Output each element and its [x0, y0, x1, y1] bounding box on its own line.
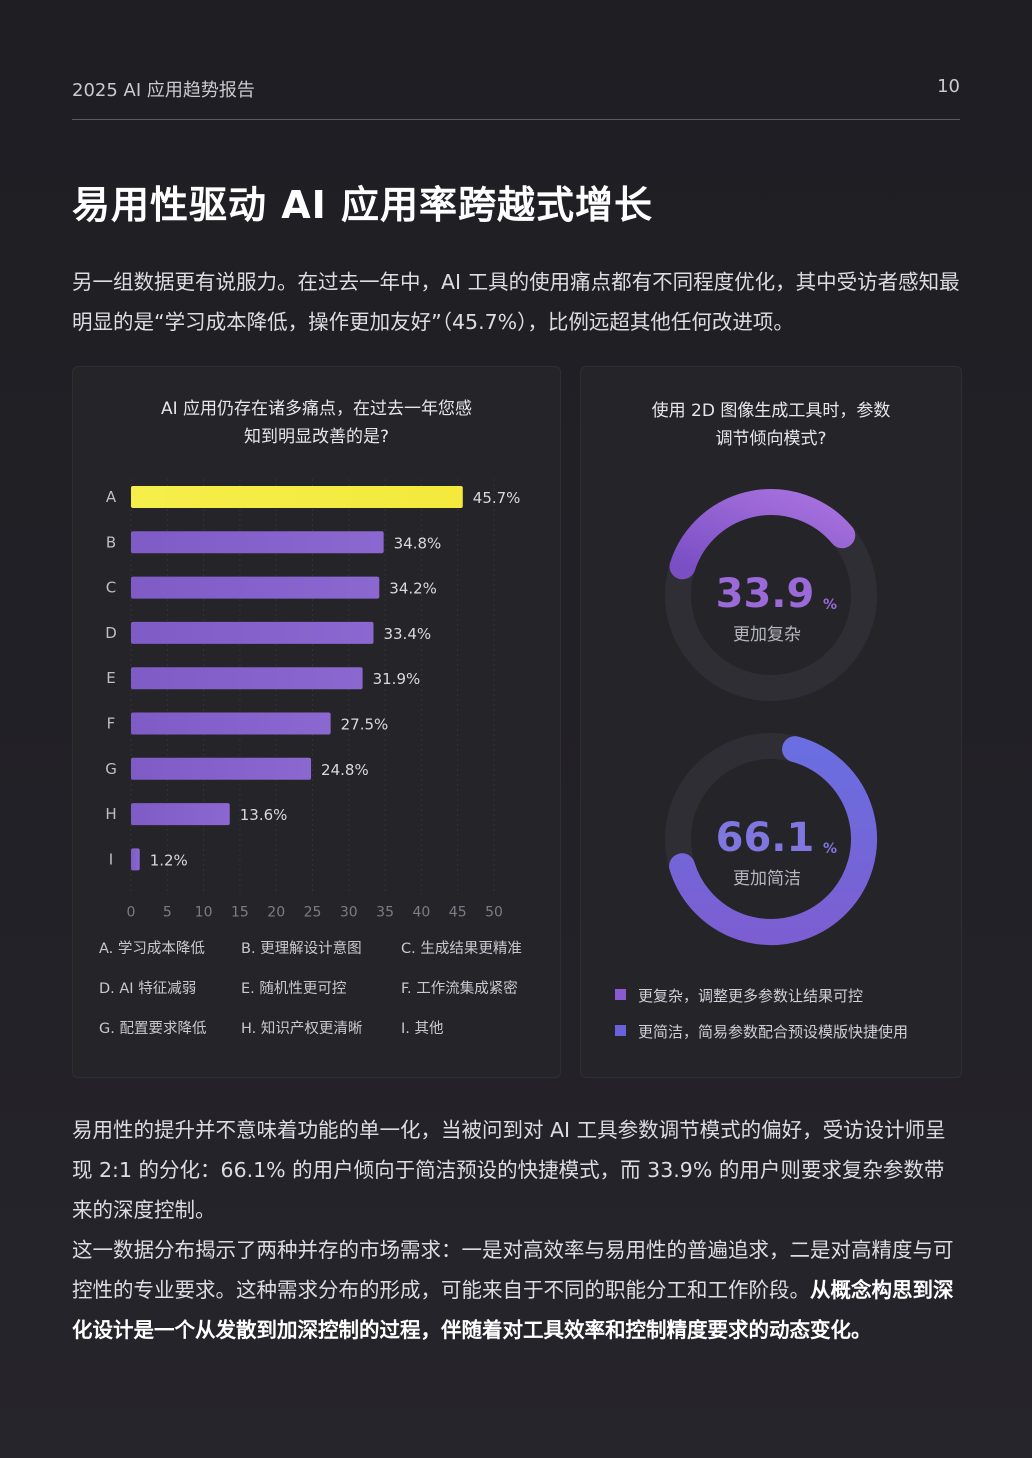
- donut-unit: %: [823, 597, 837, 613]
- legend-label-complex: 更复杂，调整更多参数让结果可控: [638, 987, 864, 1005]
- bar: [131, 848, 140, 871]
- body-paragraph-2-text: 这一数据分布揭示了两种并存的市场需求：一是对高效率与易用性的普遍追求，二是对高精…: [72, 1238, 954, 1302]
- y-category-label: F: [107, 715, 116, 733]
- donut-chart-title-line1: 使用 2D 图像生成工具时，参数: [651, 401, 891, 421]
- bar-value-label: 45.7%: [473, 489, 521, 507]
- bar-legend-item: I. 其他: [401, 1021, 444, 1037]
- bar-value-label: 27.5%: [341, 716, 389, 734]
- donut-label: 更加简洁: [733, 869, 801, 889]
- bar-legend-item: F. 工作流集成紧密: [401, 981, 518, 997]
- donut-value: 33.9: [716, 571, 815, 617]
- y-category-label: I: [109, 850, 113, 868]
- bar-chart: 0 5 10 15 20 25 30 35 40 45 50 A 45.7% B 34.8% C 34.2% D 3…: [105, 479, 521, 921]
- y-category-label: B: [106, 533, 116, 551]
- bar-value-label: 31.9%: [373, 670, 421, 688]
- y-category-label: G: [105, 760, 117, 778]
- donut-label: 更加复杂: [733, 625, 801, 645]
- bar: [131, 712, 331, 735]
- donut-value: 66.1: [716, 815, 815, 861]
- x-tick-label: 30: [340, 905, 358, 921]
- legend-label-simple: 更简洁，简易参数配合预设模版快捷使用: [638, 1023, 909, 1041]
- x-tick-label: 40: [412, 905, 430, 921]
- bar-legend-item: G. 配置要求降低: [99, 1021, 207, 1037]
- bar-legend-item: B. 更理解设计意图: [241, 941, 362, 957]
- bar-value-label: 13.6%: [240, 806, 288, 824]
- bar: [131, 667, 363, 690]
- donut-arc: [669, 489, 856, 580]
- bar-chart-title-line1: AI 应用仍存在诸多痛点，在过去一年您感: [160, 399, 473, 419]
- page-number: 10: [937, 76, 960, 97]
- x-tick-label: 5: [163, 905, 172, 921]
- x-tick-label: 35: [376, 905, 394, 921]
- bar: [131, 486, 463, 508]
- donut-legend-simple: 更简洁，简易参数配合预设模版快捷使用: [615, 1021, 908, 1042]
- body-text: 易用性的提升并不意味着功能的单一化，当被问到对 AI 工具参数调节模式的偏好，受…: [72, 1110, 962, 1350]
- page-header: 2025 AI 应用趋势报告 10: [72, 76, 960, 101]
- x-tick-label: 45: [449, 905, 467, 921]
- body-paragraph-2-emphasis: 从概念构思到深化设计是一个从发散到加深控制的过程，伴随着对工具效率和控制精度要求…: [72, 1278, 954, 1342]
- intro-paragraph: 另一组数据更有说服力。在过去一年中，AI 工具的使用痛点都有不同程度优化，其中受…: [72, 270, 960, 334]
- x-tick-label: 25: [304, 905, 322, 921]
- x-tick-label: 15: [231, 905, 249, 921]
- donut-chart-title: 使用 2D 图像生成工具时，参数 调节倾向模式?: [581, 397, 961, 453]
- bar-chart-title: AI 应用仍存在诸多痛点，在过去一年您感 知到明显改善的是?: [73, 395, 560, 451]
- bar-value-label: 34.8%: [394, 534, 442, 552]
- bar-chart-card: AI 应用仍存在诸多痛点，在过去一年您感 知到明显改善的是? 0 5 10 15 20 2…: [72, 366, 561, 1078]
- donut-chart-card: 使用 2D 图像生成工具时，参数 调节倾向模式? 33.9% 更加复杂 66.1% 更…: [580, 366, 962, 1078]
- document-title: 2025 AI 应用趋势报告: [72, 80, 255, 101]
- bar: [131, 621, 374, 644]
- bar-legend-item: A. 学习成本降低: [99, 941, 205, 957]
- bar-legend-item: E. 随机性更可控: [241, 981, 347, 997]
- y-category-label: C: [106, 579, 116, 597]
- y-category-label: D: [105, 624, 117, 642]
- bar-value-label: 1.2%: [150, 851, 188, 869]
- page-title: 易用性驱动 AI 应用率跨越式增长: [72, 183, 654, 227]
- bar-value-label: 34.2%: [389, 580, 437, 598]
- y-category-label: A: [106, 488, 117, 506]
- donut-chart-title-line2: 调节倾向模式?: [715, 429, 827, 449]
- y-category-label: E: [106, 669, 115, 687]
- donut-legend-complex: 更复杂，调整更多参数让结果可控: [615, 985, 863, 1006]
- x-tick-label: 20: [267, 905, 285, 921]
- x-tick-label: 0: [127, 905, 136, 921]
- x-tick-label: 50: [485, 905, 503, 921]
- bar-legend-item: C. 生成结果更精准: [401, 941, 522, 957]
- header-divider: [72, 119, 960, 120]
- bar: [131, 757, 312, 780]
- donut-charts: 33.9 % 更加复杂 66.1 % 更加简洁: [665, 489, 877, 945]
- donut-arc: [669, 736, 877, 945]
- bar-value-label: 33.4%: [383, 625, 431, 643]
- donut-unit: %: [823, 841, 837, 857]
- legend-swatch-complex: [615, 989, 626, 1000]
- body-paragraph-2: 这一数据分布揭示了两种并存的市场需求：一是对高效率与易用性的普遍追求，二是对高精…: [72, 1230, 962, 1350]
- bar: [131, 803, 230, 826]
- bar-legend-item: H. 知识产权更清晰: [241, 1021, 363, 1037]
- y-category-label: H: [105, 805, 116, 823]
- bar-chart-title-line2: 知到明显改善的是?: [243, 427, 390, 447]
- bar: [131, 576, 380, 599]
- x-tick-label: 10: [195, 905, 213, 921]
- bar: [131, 531, 384, 554]
- body-paragraph-1: 易用性的提升并不意味着功能的单一化，当被问到对 AI 工具参数调节模式的偏好，受…: [72, 1118, 946, 1222]
- bar-value-label: 24.8%: [321, 761, 369, 779]
- bar-legend-item: D. AI 特征减弱: [99, 981, 197, 997]
- legend-swatch-simple: [615, 1025, 626, 1036]
